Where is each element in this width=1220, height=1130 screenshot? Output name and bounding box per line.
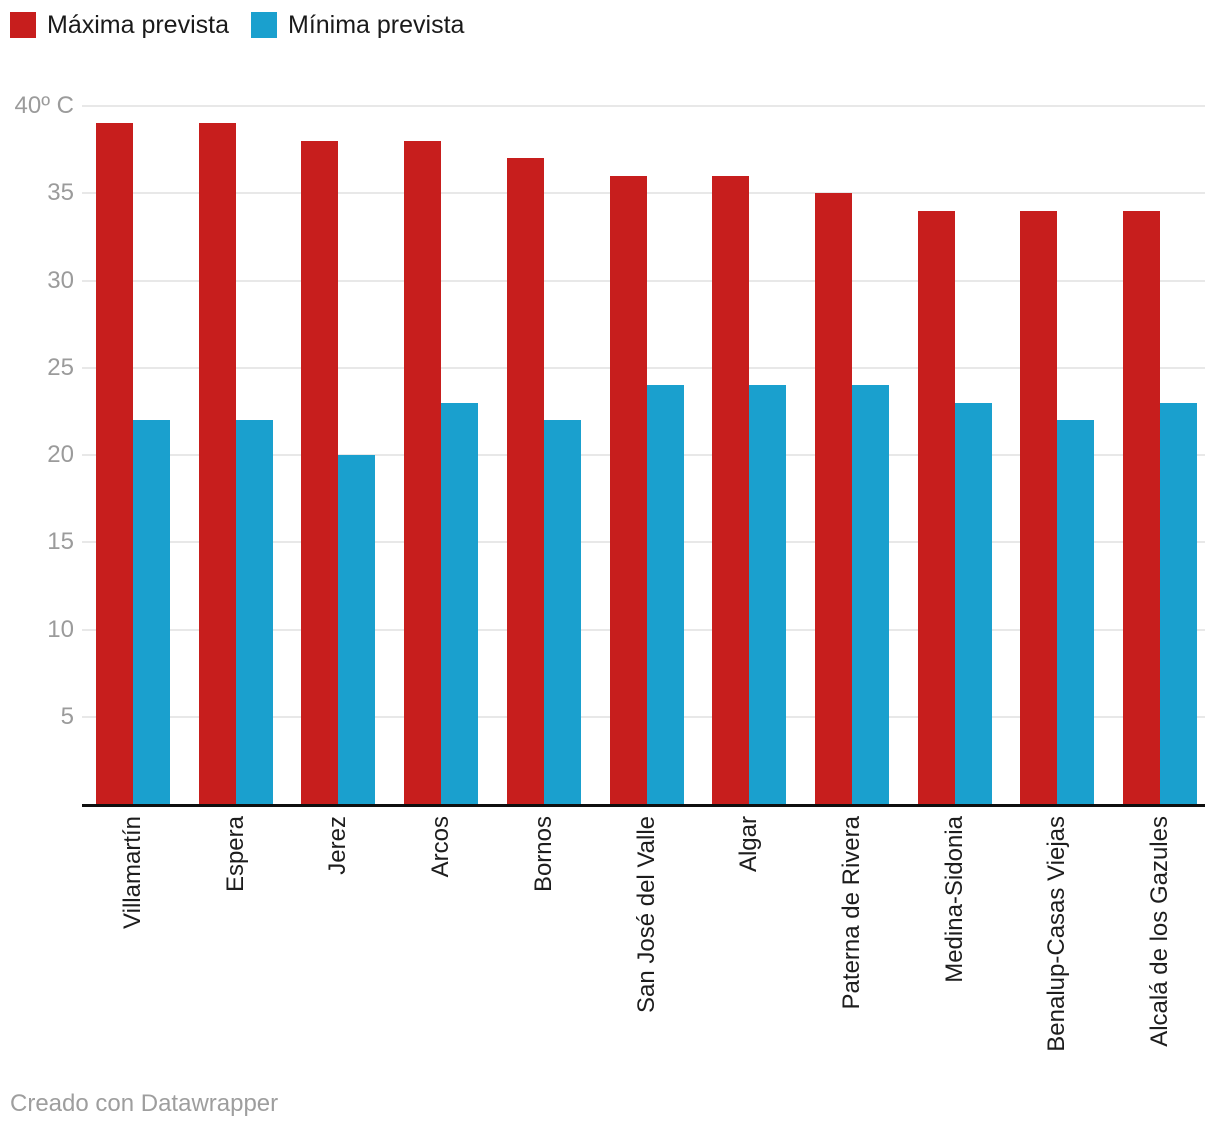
- x-axis-category-label-6: San José del Valle: [633, 816, 660, 1014]
- x-axis-category-label-9: Medina-Sidonia: [941, 816, 968, 983]
- bar-minima-10: [1057, 420, 1094, 804]
- bar-minima-4: [441, 403, 478, 804]
- bar-maxima-2: [199, 123, 236, 804]
- bar-maxima-1: [96, 123, 133, 804]
- bar-maxima-7: [712, 176, 749, 804]
- bar-minima-9: [955, 403, 992, 804]
- bar-maxima-5: [507, 158, 544, 804]
- footer-credit: Creado con Datawrapper: [10, 1090, 279, 1117]
- bar-minima-11: [1160, 403, 1197, 804]
- legend-swatch-minima: [251, 12, 277, 38]
- x-axis-category-label-3: Jerez: [324, 816, 351, 875]
- y-axis-tick-label-30: 30: [47, 266, 74, 294]
- x-axis-line: [82, 804, 1205, 807]
- gridline-40: [82, 105, 1205, 107]
- legend-label-maxima: Máxima prevista: [47, 11, 229, 39]
- x-axis-category-label-4: Arcos: [427, 816, 454, 878]
- bar-maxima-6: [610, 176, 647, 804]
- bar-minima-7: [749, 385, 786, 804]
- x-axis-category-label-11: Alcalá de los Gazules: [1146, 816, 1173, 1047]
- bar-maxima-8: [815, 193, 852, 804]
- bar-maxima-11: [1123, 211, 1160, 804]
- legend-swatch-maxima: [10, 12, 36, 38]
- y-axis-tick-label-40: 40º C: [14, 92, 74, 119]
- x-axis-category-label-5: Bornos: [530, 816, 557, 893]
- bar-minima-5: [544, 420, 581, 804]
- bar-minima-6: [647, 385, 684, 804]
- y-axis-tick-label-15: 15: [47, 528, 74, 556]
- bar-maxima-10: [1020, 211, 1057, 804]
- x-axis-category-label-1: Villamartín: [119, 816, 146, 929]
- bar-minima-2: [236, 420, 273, 804]
- x-axis-category-label-7: Algar: [735, 816, 762, 873]
- y-axis-tick-label-35: 35: [47, 179, 74, 207]
- bar-minima-1: [133, 420, 170, 804]
- bar-maxima-3: [301, 141, 338, 804]
- bar-maxima-9: [918, 211, 955, 804]
- legend-item-maxima: Máxima prevista: [10, 12, 229, 38]
- bar-minima-3: [338, 455, 375, 804]
- x-axis-category-label-2: Espera: [222, 816, 249, 893]
- legend-item-minima: Mínima prevista: [251, 12, 464, 38]
- y-axis-tick-label-25: 25: [47, 353, 74, 381]
- bar-minima-8: [852, 385, 889, 804]
- y-axis-tick-label-10: 10: [47, 615, 74, 643]
- legend-label-minima: Mínima prevista: [288, 11, 465, 39]
- x-axis-category-label-8: Paterna de Rivera: [838, 816, 865, 1010]
- y-axis-tick-label-20: 20: [47, 441, 74, 468]
- bar-maxima-4: [404, 141, 441, 804]
- legend: Máxima prevista Mínima prevista: [10, 12, 464, 38]
- x-axis-category-label-10: Benalup-Casas Viejas: [1043, 816, 1070, 1052]
- y-axis-tick-label-5: 5: [60, 702, 74, 730]
